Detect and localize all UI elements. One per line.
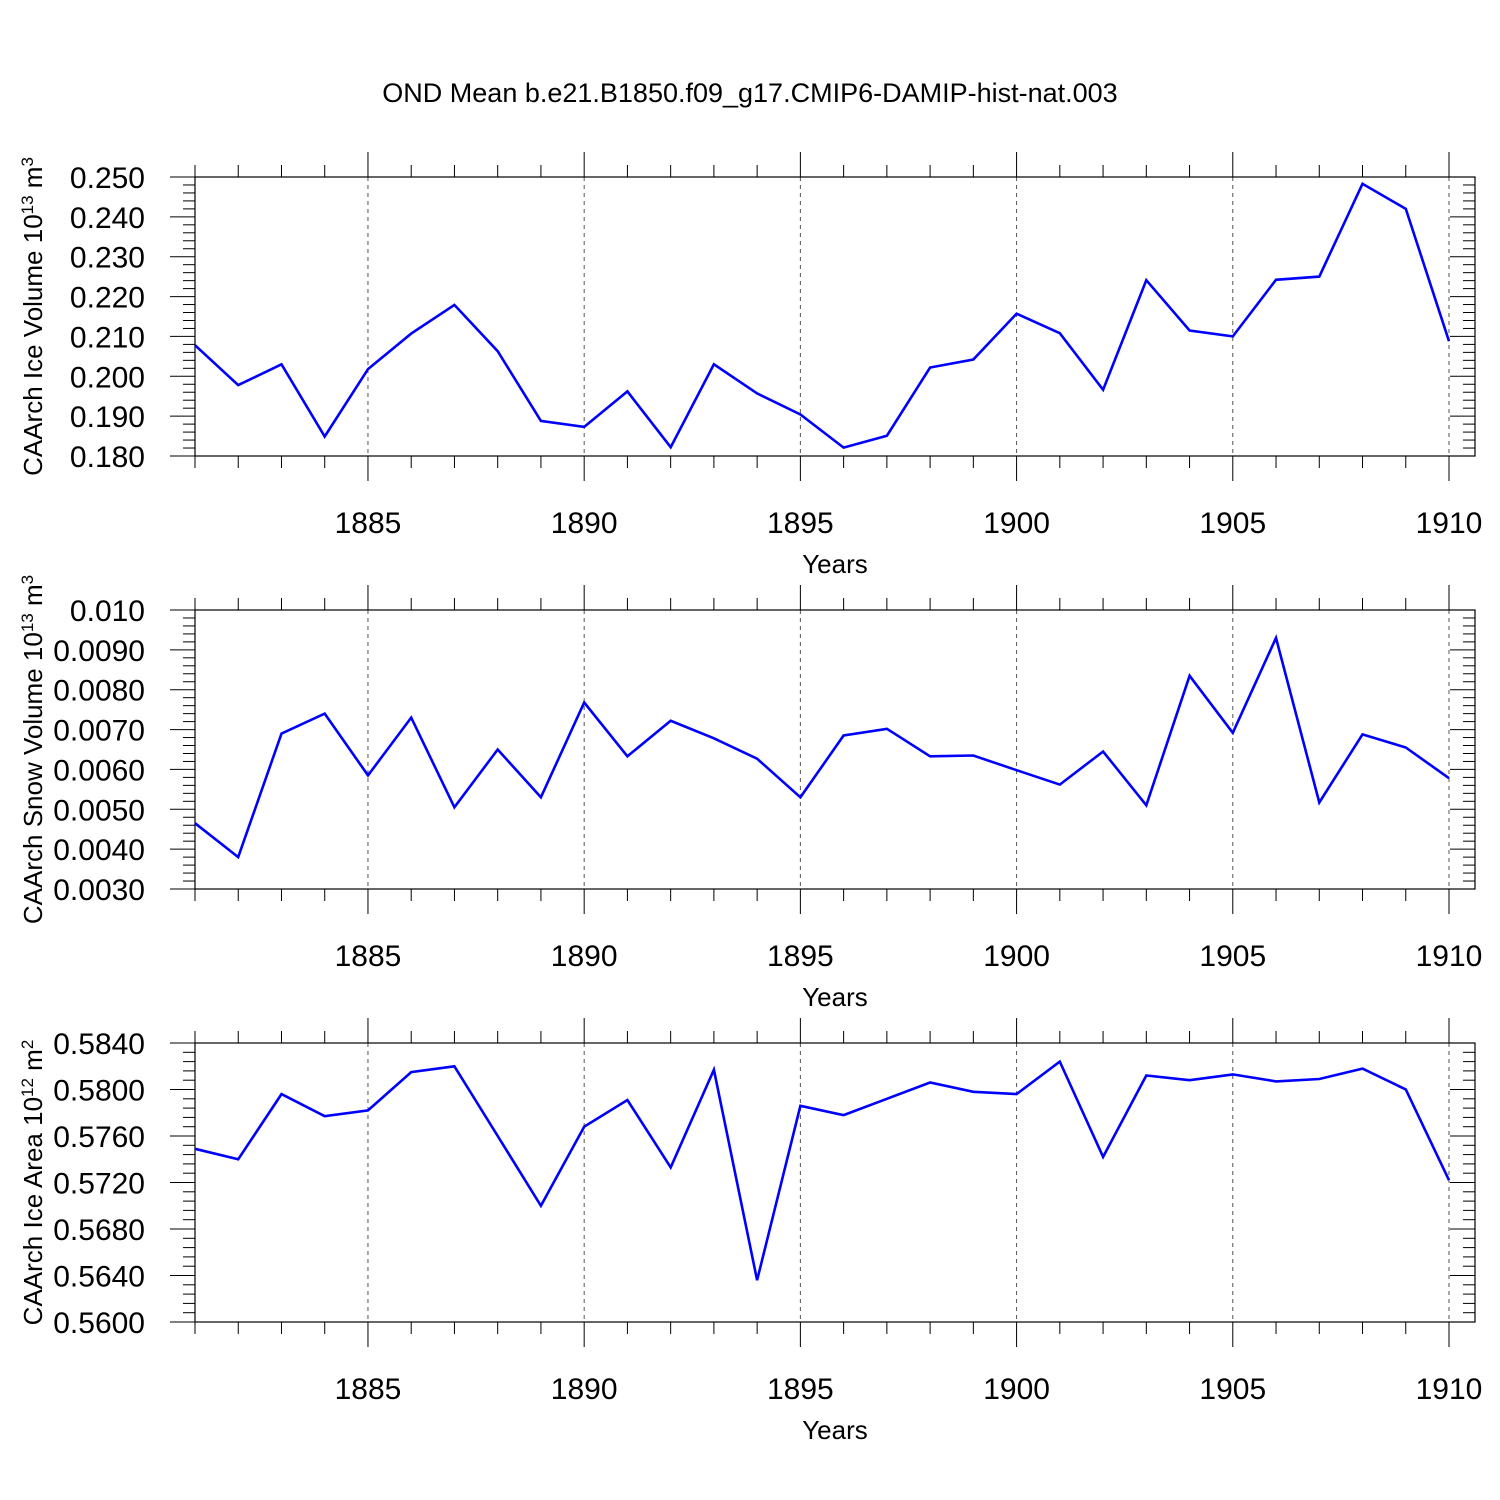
x-tick-label: 1900 xyxy=(983,940,1050,973)
x-tick-label: 1910 xyxy=(1416,940,1483,973)
y-tick-label: 0.0060 xyxy=(53,754,145,787)
y-tick-label: 0.190 xyxy=(70,401,145,434)
y-axis-label: CAArch Snow Volume 1013 m3 xyxy=(18,575,48,924)
y-tick-label: 0.230 xyxy=(70,242,145,275)
y-label-superscript: 13 xyxy=(18,195,37,214)
x-tick-label: 1900 xyxy=(983,507,1050,540)
axes-frame xyxy=(194,609,1476,890)
x-tick-label: 1885 xyxy=(335,940,402,973)
series-line xyxy=(194,181,1451,450)
x-tick-label: 1890 xyxy=(551,1373,618,1406)
y-tick-label: 0.5600 xyxy=(53,1307,145,1340)
x-tick-label: 1890 xyxy=(551,940,618,973)
series-line xyxy=(194,1059,1451,1281)
y-tick-label: 0.5680 xyxy=(53,1214,145,1247)
y-tick-label: 0.0050 xyxy=(53,794,145,827)
panel-2: 1885 1890 1895 1900 1905 1910 0.0030 0.0040 0.00… xyxy=(18,575,1483,1012)
y-tick-label: 0.5800 xyxy=(53,1075,145,1108)
y-tick-label: 0.220 xyxy=(70,282,145,315)
y-tick-label: 0.250 xyxy=(70,162,145,195)
x-axis-label: Years xyxy=(802,1415,868,1445)
y-tick-label: 0.0030 xyxy=(53,874,145,907)
figure-title: OND Mean b.e21.B1850.f09_g17.CMIP6-DAMIP… xyxy=(382,78,1118,108)
panel-3: 1885 1890 1895 1900 1905 1910 0.5600 0.5640 0.56… xyxy=(18,1018,1483,1445)
x-tick-label: 1910 xyxy=(1416,1373,1483,1406)
x-tick-label: 1895 xyxy=(767,940,834,973)
x-tick-label: 1910 xyxy=(1416,507,1483,540)
y-label-text: m xyxy=(18,584,48,613)
y-tick-label: 0.5840 xyxy=(53,1028,145,1061)
y-tick-label: 0.200 xyxy=(70,361,145,394)
series-line xyxy=(194,634,1450,860)
panel-1: 1885 1890 1895 1900 1905 1910 0.180 0.190 0.200 0… xyxy=(18,152,1483,579)
x-tick-label: 1885 xyxy=(335,1373,402,1406)
y-label-text: CAArch Ice Area 10 xyxy=(18,1097,48,1325)
y-label-superscript: 3 xyxy=(18,575,37,584)
y-label-text: CAArch Snow Volume 10 xyxy=(18,632,48,924)
y-tick-label: 0.0090 xyxy=(53,635,145,668)
y-label-text: CAArch Ice Volume 10 xyxy=(18,214,48,476)
x-tick-label: 1885 xyxy=(335,507,402,540)
y-label-text: m xyxy=(18,167,48,196)
y-tick-label: 0.0080 xyxy=(53,675,145,708)
y-axis-label: CAArch Ice Volume 1013 m3 xyxy=(18,157,48,476)
y-label-superscript: 2 xyxy=(18,1040,37,1049)
y-tick-label: 0.5720 xyxy=(53,1168,145,1201)
x-tick-label: 1890 xyxy=(551,507,618,540)
y-axis-label: CAArch Ice Area 1012 m2 xyxy=(18,1040,48,1326)
y-tick-label: 0.0040 xyxy=(53,834,145,867)
x-tick-label: 1905 xyxy=(1199,507,1266,540)
y-tick-label: 0.180 xyxy=(70,441,145,474)
x-axis-label: Years xyxy=(802,549,868,579)
y-label-superscript: 12 xyxy=(18,1078,37,1097)
y-label-superscript: 3 xyxy=(18,157,37,166)
y-label-superscript: 13 xyxy=(18,613,37,632)
axes-frame xyxy=(194,1042,1476,1323)
x-tick-label: 1905 xyxy=(1199,940,1266,973)
y-tick-label: 0.210 xyxy=(70,321,145,354)
y-tick-label: 0.5760 xyxy=(53,1121,145,1154)
y-tick-label: 0.010 xyxy=(70,595,145,628)
y-label-text: m xyxy=(18,1049,48,1078)
x-axis-label: Years xyxy=(802,982,868,1012)
x-tick-label: 1895 xyxy=(767,1373,834,1406)
x-tick-label: 1905 xyxy=(1199,1373,1266,1406)
axes-frame xyxy=(194,176,1476,457)
y-tick-label: 0.0070 xyxy=(53,715,145,748)
x-tick-label: 1900 xyxy=(983,1373,1050,1406)
y-tick-label: 0.240 xyxy=(70,202,145,235)
x-tick-label: 1895 xyxy=(767,507,834,540)
y-tick-label: 0.5640 xyxy=(53,1261,145,1294)
